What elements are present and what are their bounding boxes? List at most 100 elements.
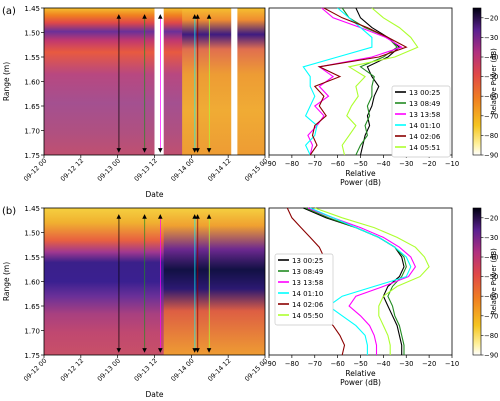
profile-x-label-line2: Power (dB): [340, 178, 381, 187]
y-tick-label: 1.55: [24, 254, 40, 262]
y-tick-label: 1.65: [24, 103, 40, 111]
profile-marker-bottom: ▼: [192, 147, 197, 154]
profile-x-tick-label: −80: [285, 360, 299, 368]
profile-marker-top: ▲: [192, 213, 197, 220]
profile-x-tick-label: −40: [376, 360, 390, 368]
profile-marker-top: ▲: [116, 213, 121, 220]
profile-marker-bottom: ▼: [116, 347, 121, 354]
colorbar-tick-label: −60: [484, 293, 498, 301]
profile-series-line: [314, 207, 430, 355]
y-tick-label: 1.75: [24, 152, 40, 160]
profile-series-line: [355, 7, 401, 156]
colorbar-label: Relative Power (dB): [490, 48, 498, 115]
profile-marker-top: ▲: [158, 213, 163, 220]
profile-marker-bottom: ▼: [116, 147, 121, 154]
colorbar-tick-label: −90: [484, 352, 498, 360]
y-tick-label: 1.60: [24, 79, 40, 87]
colorbar-tick-label: −30: [484, 34, 498, 42]
profile-marker-top: ▲: [195, 213, 200, 220]
x-tick-label: 09-13 12: [133, 357, 159, 383]
legend-entry-label: 14 01:10: [292, 290, 323, 298]
legend-entry-label: 13 00:25: [292, 257, 323, 265]
x-tick-label: 09-14 00: [169, 357, 195, 383]
profile-marker-top: ▲: [142, 13, 147, 20]
profile-x-tick-label: −70: [308, 160, 322, 168]
profile-x-tick-label: −50: [353, 360, 367, 368]
profile-marker-top: ▲: [195, 13, 200, 20]
y-tick-label: 1.50: [24, 230, 40, 238]
x-tick-label: 09-14 00: [169, 157, 195, 183]
y-tick-label: 1.70: [24, 328, 40, 336]
legend-entry-label: 13 08:49: [409, 100, 440, 108]
profile-x-tick-label: −30: [399, 360, 413, 368]
profile-marker-bottom: ▼: [158, 347, 163, 354]
profile-x-tick-label: −10: [445, 360, 459, 368]
panel-a: (a) ▲▼▲▼▲▼▲▼▲▼▲▼1.451.501.551.601.651.701…: [2, 5, 498, 199]
legend-entry-label: 14 05:50: [292, 312, 323, 320]
profile-marker-top: ▲: [116, 13, 121, 20]
colorbar-tick-label: −80: [484, 132, 498, 140]
profile-marker-bottom: ▼: [158, 147, 163, 154]
profile-marker-top: ▲: [207, 13, 212, 20]
x-axis-label: Date: [146, 390, 164, 399]
panel-label: (a): [2, 6, 16, 17]
y-tick-label: 1.70: [24, 128, 40, 136]
colorbar-tick-label: −20: [484, 214, 498, 222]
profile-marker-bottom: ▼: [142, 347, 147, 354]
y-axis-label: Range (m): [2, 262, 11, 301]
legend-entry-label: 13 13:58: [292, 279, 323, 287]
x-tick-label: 09-12 00: [22, 157, 48, 183]
profile-marker-top: ▲: [207, 213, 212, 220]
colorbar-tick-label: −90: [484, 152, 498, 160]
x-tick-label: 09-13 12: [133, 157, 159, 183]
profile-x-tick-label: −20: [422, 160, 436, 168]
profile-marker-top: ▲: [142, 213, 147, 220]
colorbar-label: Relative Power (dB): [490, 248, 498, 315]
profile-x-label-line2: Power (dB): [340, 378, 381, 387]
x-tick-label: 09-13 00: [96, 157, 122, 183]
profile-marker-top: ▲: [158, 13, 163, 20]
colorbar-tick-label: −30: [484, 234, 498, 242]
y-axis-label: Range (m): [2, 62, 11, 101]
heatmap-field-late: [182, 8, 265, 155]
x-tick-label: 09-12 12: [59, 157, 85, 183]
profile-marker-bottom: ▼: [207, 147, 212, 154]
panel-label: (b): [2, 206, 16, 217]
profile-marker-bottom: ▼: [207, 347, 212, 354]
legend-box: [391, 85, 451, 158]
panel-b: (b) ▲▼▲▼▲▼▲▼▲▼▲▼1.451.501.551.601.651.701…: [2, 205, 498, 399]
colorbar-tick-label: −80: [484, 332, 498, 340]
profile-x-tick-label: −60: [330, 160, 344, 168]
legend-entry-label: 14 02:06: [292, 301, 324, 309]
data-gap: [154, 8, 164, 155]
colorbar-tick-label: −50: [484, 73, 498, 81]
y-tick-label: 1.45: [24, 5, 40, 13]
data-gap: [231, 8, 238, 155]
y-tick-label: 1.50: [24, 30, 40, 38]
profile-x-tick-label: −90: [262, 160, 276, 168]
legend-entry-label: 13 00:25: [409, 89, 440, 97]
profile-series-line: [307, 207, 417, 355]
y-tick-label: 1.60: [24, 279, 40, 287]
profile-x-tick-label: −40: [376, 160, 390, 168]
profile-x-tick-label: −60: [330, 360, 344, 368]
profile-x-tick-label: −20: [422, 360, 436, 368]
y-tick-label: 1.65: [24, 303, 40, 311]
colorbar: [472, 7, 482, 156]
profile-x-tick-label: −10: [445, 160, 459, 168]
x-axis-label: Date: [146, 190, 164, 199]
profile-marker-bottom: ▼: [195, 147, 200, 154]
profile-marker-bottom: ▼: [192, 347, 197, 354]
colorbar-tick-label: −50: [484, 273, 498, 281]
profile-series-line: [341, 7, 419, 156]
profile-series-line: [309, 7, 408, 156]
colorbar-tick-label: −70: [484, 112, 498, 120]
colorbar: [472, 207, 482, 356]
profile-x-tick-label: −30: [399, 160, 413, 168]
profile-x-tick-label: −80: [285, 160, 299, 168]
x-tick-label: 09-12 12: [59, 357, 85, 383]
legend-entry-label: 14 02:06: [409, 133, 441, 141]
profile-x-tick-label: −50: [353, 160, 367, 168]
x-tick-label: 09-12 00: [22, 357, 48, 383]
